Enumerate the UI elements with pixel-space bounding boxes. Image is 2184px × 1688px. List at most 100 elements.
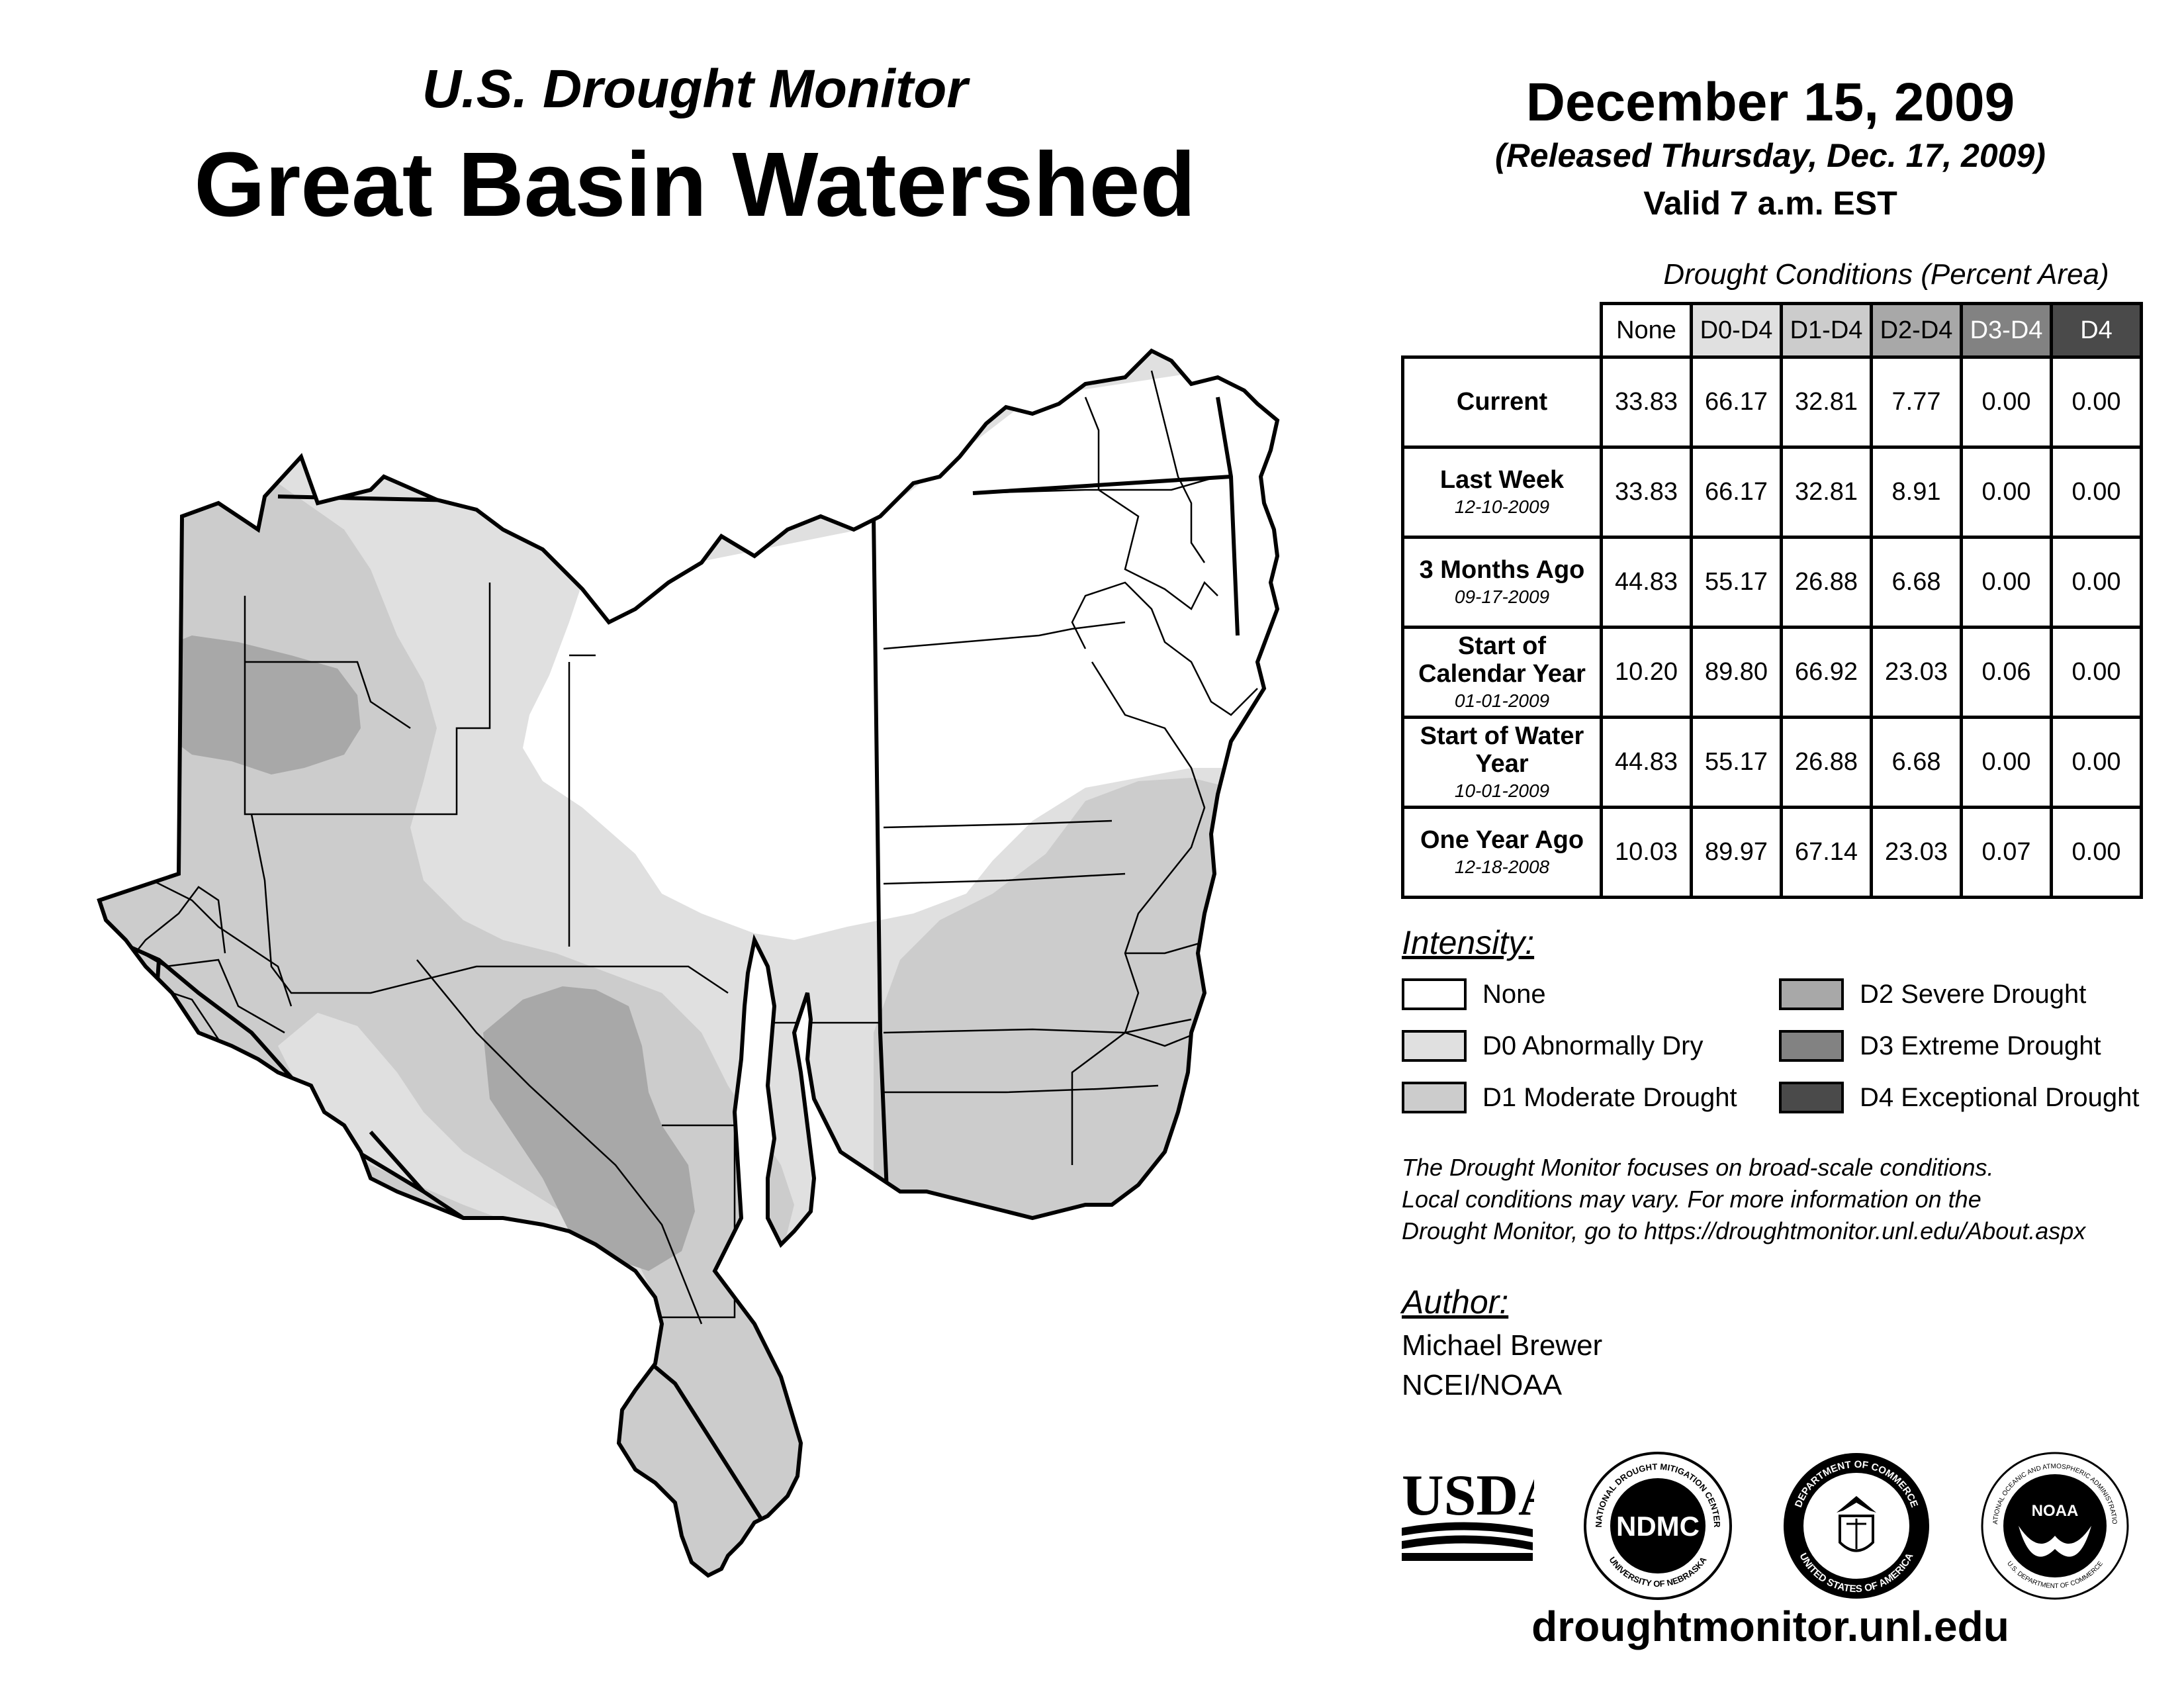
table-header-row: None D0-D4 D1-D4 D2-D4 D3-D4 D4 (1402, 302, 2143, 359)
legend-item-d0: D0 Abnormally Dry (1402, 1030, 1703, 1062)
d2-severe-drought-area-northwest (152, 635, 361, 774)
legend-label: None (1482, 979, 1546, 1009)
cell-value: 0.00 (1960, 445, 2053, 539)
note-line: Local conditions may vary. For more info… (1402, 1186, 1981, 1213)
cell-value: 67.14 (1780, 806, 1873, 899)
legend-item-d1: D1 Moderate Drought (1402, 1082, 1737, 1113)
cell-value: 0.00 (2050, 626, 2143, 719)
legend-item-none: None (1402, 978, 1546, 1010)
cell-value: 26.88 (1780, 536, 1873, 629)
col-d3-d4: D3-D4 (1960, 302, 2053, 359)
cell-value: 10.20 (1600, 626, 1693, 719)
cell-value: 33.83 (1600, 355, 1693, 449)
row-label: Current (1401, 355, 1603, 449)
cell-value: 6.68 (1870, 716, 1963, 809)
footer-url: droughtmonitor.unl.edu (1531, 1603, 2009, 1650)
row-label: Start of Calendar Year 01-01-2009 (1401, 626, 1603, 719)
map-date: December 15, 2009 (1525, 72, 2015, 132)
row-date: 12-10-2009 (1454, 496, 1550, 517)
table-row: 3 Months Ago 09-17-2009 44.83 55.17 26.88… (1401, 536, 2143, 629)
usda-logo-text: USDA (1402, 1464, 1534, 1528)
row-label: Last Week 12-10-2009 (1401, 445, 1603, 539)
cell-value: 6.68 (1870, 536, 1963, 629)
cell-value: 44.83 (1600, 716, 1693, 809)
cell-value: 10.03 (1600, 806, 1693, 899)
table-row: One Year Ago 12-18-2008 10.03 89.97 67.14… (1401, 806, 2143, 899)
row-label-text: Start of Water Year (1420, 722, 1584, 778)
cell-value: 8.91 (1870, 445, 1963, 539)
row-label-text: Start of Calendar Year (1418, 632, 1586, 688)
cell-value: 0.00 (2050, 536, 2143, 629)
row-label-text: Last Week (1439, 466, 1565, 494)
legend-label: D1 Moderate Drought (1482, 1082, 1737, 1112)
col-d0-d4: D0-D4 (1690, 302, 1783, 359)
legend-item-d3: D3 Extreme Drought (1779, 1030, 2101, 1062)
row-label-text: One Year Ago (1420, 826, 1584, 855)
col-d4: D4 (2050, 302, 2143, 359)
cell-value: 0.00 (1960, 355, 2053, 449)
legend-swatch (1779, 1082, 1844, 1113)
legend-label: D2 Severe Drought (1860, 979, 2087, 1009)
row-date: 01-01-2009 (1454, 690, 1550, 711)
eagle-icon (1837, 1496, 1876, 1513)
cell-value: 66.92 (1780, 626, 1873, 719)
legend-label: D3 Extreme Drought (1860, 1031, 2101, 1060)
author-org: NCEI/NOAA (1402, 1369, 1563, 1401)
row-date: 12-18-2008 (1454, 857, 1550, 877)
cell-value: 0.00 (2050, 806, 2143, 899)
col-none: None (1600, 302, 1693, 359)
legend-swatch (1402, 978, 1467, 1010)
cell-value: 23.03 (1870, 806, 1963, 899)
cell-value: 0.00 (1960, 716, 2053, 809)
col-d1-d4: D1-D4 (1780, 302, 1873, 359)
legend-swatch (1779, 978, 1844, 1010)
cell-value: 7.77 (1870, 355, 1963, 449)
row-date: 09-17-2009 (1454, 586, 1550, 607)
legend-swatch (1402, 1030, 1467, 1062)
cell-value: 32.81 (1780, 445, 1873, 539)
cell-value: 0.00 (2050, 445, 2143, 539)
table-row: Current 33.83 66.17 32.81 7.77 0.00 0.00 (1401, 355, 2143, 449)
row-label: One Year Ago 12-18-2008 (1401, 806, 1603, 899)
legend-title: Intensity: (1402, 924, 1535, 961)
watershed-map (93, 338, 1310, 1589)
table-row: Start of Water Year 10-01-2009 44.83 55.1… (1401, 716, 2143, 809)
author-title: Author: (1402, 1284, 1509, 1321)
row-label: Start of Water Year 10-01-2009 (1401, 716, 1603, 809)
shield-icon (1839, 1515, 1874, 1552)
cell-value: 55.17 (1690, 716, 1783, 809)
table-body: Current 33.83 66.17 32.81 7.77 0.00 0.00… (1401, 355, 2143, 899)
cell-value: 89.80 (1690, 626, 1783, 719)
cell-value: 66.17 (1690, 445, 1783, 539)
ndmc-logo: NATIONAL DROUGHT MITIGATION CENTER UNIVE… (1584, 1452, 1732, 1600)
cell-value: 0.00 (1960, 536, 2053, 629)
legend-item-d2: D2 Severe Drought (1779, 978, 2086, 1010)
note-line: Drought Monitor, go to https://droughtmo… (1402, 1217, 2086, 1244)
cell-value: 55.17 (1690, 536, 1783, 629)
release-date: (Released Thursday, Dec. 17, 2009) (1495, 137, 2046, 174)
note-line: The Drought Monitor focuses on broad-sca… (1402, 1154, 1994, 1181)
noaa-logo: NATIONAL OCEANIC AND ATMOSPHERIC ADMINIS… (1979, 1450, 2129, 1600)
col-d2-d4: D2-D4 (1870, 302, 1963, 359)
cell-value: 26.88 (1780, 716, 1873, 809)
ndmc-logo-text: NDMC (1616, 1511, 1700, 1542)
disclaimer-note: The Drought Monitor focuses on broad-sca… (1402, 1152, 2183, 1247)
table-row: Last Week 12-10-2009 33.83 66.17 32.81 8.… (1401, 445, 2143, 539)
legend-label: D4 Exceptional Drought (1860, 1082, 2140, 1112)
map-title: Great Basin Watershed (194, 134, 1196, 236)
cell-value: 0.00 (2050, 355, 2143, 449)
author-name: Michael Brewer (1402, 1329, 1603, 1362)
row-label-text: 3 Months Ago (1419, 556, 1585, 585)
cell-value: 23.03 (1870, 626, 1963, 719)
noaa-logo-text: NOAA (2032, 1502, 2079, 1520)
legend-swatch (1779, 1030, 1844, 1062)
cell-value: 0.00 (2050, 716, 2143, 809)
cell-value: 0.06 (1960, 626, 2053, 719)
table-row: Start of Calendar Year 01-01-2009 10.20 8… (1401, 626, 2143, 719)
legend-label: D0 Abnormally Dry (1482, 1031, 1704, 1060)
map-subtitle: U.S. Drought Monitor (422, 59, 968, 119)
department-of-commerce-seal: DEPARTMENT OF COMMERCE UNITED STATES OF … (1784, 1453, 1929, 1599)
usda-logo: USDA (1402, 1464, 1534, 1561)
drought-conditions-table: None D0-D4 D1-D4 D2-D4 D3-D4 D4 Current … (1401, 302, 2143, 899)
row-label-text: Current (1456, 387, 1548, 416)
